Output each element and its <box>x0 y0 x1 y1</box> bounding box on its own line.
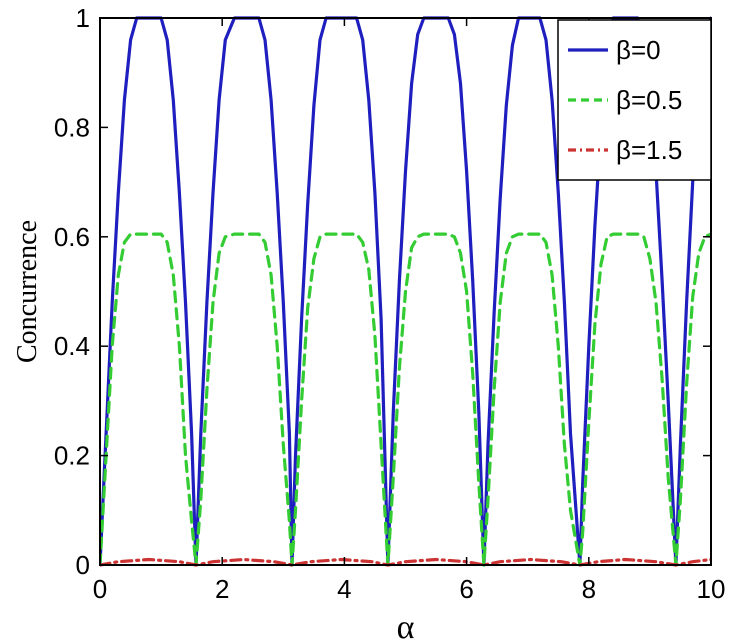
y-tick-label: 0.6 <box>54 222 90 252</box>
y-tick-label: 0.2 <box>54 441 90 471</box>
x-tick-label: 2 <box>215 574 229 604</box>
series-line-2 <box>100 557 711 567</box>
series-line-1 <box>100 232 711 567</box>
legend-label-1: β=0.5 <box>616 85 682 115</box>
y-tick-label: 0.4 <box>54 331 90 361</box>
y-tick-label: 1 <box>76 3 90 33</box>
legend-label-2: β=1.5 <box>616 135 682 165</box>
x-tick-label: 6 <box>459 574 473 604</box>
y-tick-label: 0 <box>76 550 90 580</box>
y-tick-label: 0.8 <box>54 112 90 142</box>
x-axis-label: α <box>397 609 415 643</box>
x-tick-label: 0 <box>93 574 107 604</box>
x-tick-label: 8 <box>582 574 596 604</box>
x-tick-label: 10 <box>697 574 726 604</box>
x-tick-label: 4 <box>337 574 351 604</box>
y-axis-label: Concurrence <box>12 220 43 363</box>
axes-frame <box>99 17 712 566</box>
legend: β=0 β=0.5 β=1.5 <box>557 19 712 181</box>
legend-label-0: β=0 <box>616 35 661 65</box>
